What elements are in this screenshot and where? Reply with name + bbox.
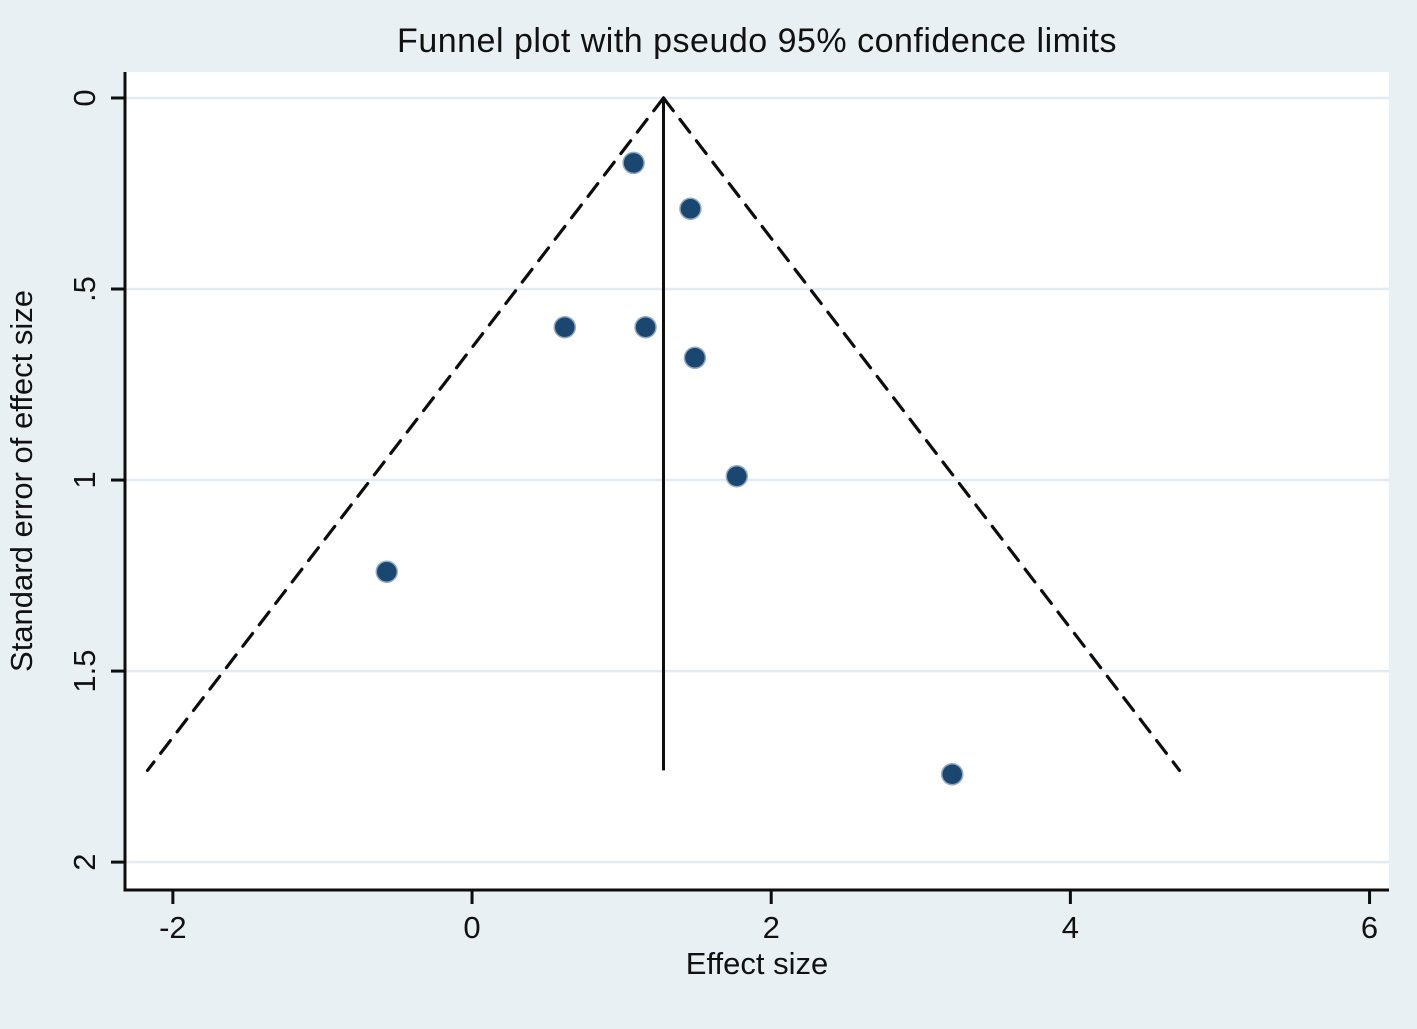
chart-title: Funnel plot with pseudo 95% confidence l…: [397, 22, 1117, 60]
data-point: [940, 762, 964, 786]
y-tick-label: .5: [67, 276, 102, 302]
data-point: [725, 464, 749, 488]
y-tick-label: 2: [67, 853, 102, 870]
data-point: [553, 315, 577, 339]
y-tick-label: 0: [67, 89, 102, 106]
x-tick-label: -2: [159, 910, 187, 945]
data-point: [634, 315, 657, 339]
y-tick-label: 1: [67, 471, 102, 488]
y-tick-label: 1.5: [67, 650, 102, 693]
data-point: [622, 151, 645, 175]
pseudo-ci-line-right: [661, 96, 1182, 773]
data-point: [679, 197, 702, 221]
x-tick-label: 2: [763, 910, 780, 945]
y-axis-title-text: Standard error of effect size: [4, 290, 39, 672]
x-tick-label: 6: [1361, 910, 1378, 945]
data-point: [375, 560, 399, 583]
x-tick-label: 4: [1062, 910, 1079, 945]
x-tick-label: 0: [463, 910, 480, 945]
data-point: [683, 346, 707, 370]
pseudo-ci-line-left: [145, 96, 666, 773]
x-axis-title: Effect size: [685, 946, 829, 981]
